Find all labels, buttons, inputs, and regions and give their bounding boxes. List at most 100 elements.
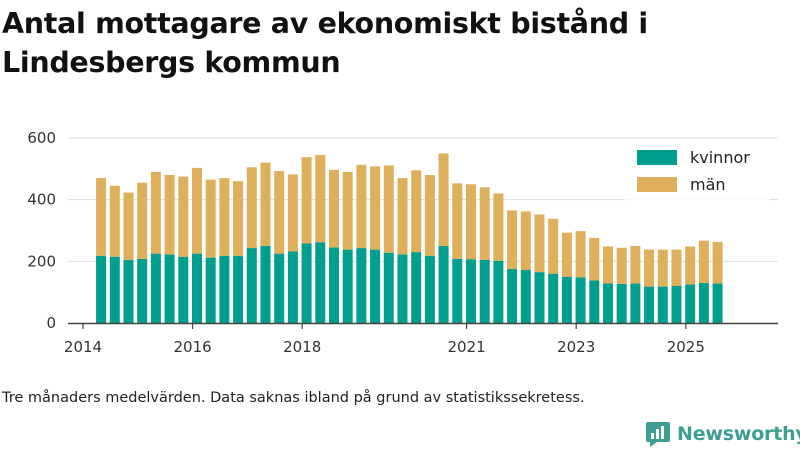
bar-kvinnor: [191, 253, 202, 323]
x-tick-label: 2016: [174, 338, 212, 356]
bar-man: [630, 245, 641, 284]
bar-man: [575, 231, 586, 278]
bar-kvinnor: [411, 252, 422, 323]
bar-man: [191, 167, 202, 254]
bar-man: [616, 247, 627, 284]
bar-kvinnor: [315, 242, 326, 323]
newsworthy-logo-icon: [646, 422, 670, 447]
brand-logo: Newsworthy: [645, 420, 800, 448]
x-tick-label: 2014: [64, 338, 102, 356]
bar-man: [164, 175, 175, 255]
bar-man: [452, 183, 463, 259]
bar-kvinnor: [219, 255, 230, 323]
bar-man: [150, 171, 161, 254]
bar-man: [383, 165, 394, 253]
legend-swatch: [637, 150, 677, 165]
bar-man: [96, 178, 107, 256]
bar-man: [602, 246, 613, 284]
bar-man: [315, 154, 326, 243]
chart-caption: Tre månaders medelvärden. Data saknas ib…: [2, 390, 585, 406]
bar-kvinnor: [356, 248, 367, 323]
bar-kvinnor: [164, 254, 175, 323]
bar-kvinnor: [548, 273, 559, 323]
x-tick-label: 2025: [667, 338, 705, 356]
bar-man: [493, 193, 504, 261]
bar-kvinnor: [260, 245, 271, 323]
bar-man: [137, 182, 148, 259]
bar-man: [370, 166, 381, 250]
bar-kvinnor: [452, 258, 463, 323]
bar-man: [507, 210, 518, 270]
bar-man: [123, 192, 134, 260]
bar-man: [219, 178, 230, 256]
bar-kvinnor: [630, 283, 641, 323]
bar-kvinnor: [644, 286, 655, 323]
brand-name: Newsworthy: [677, 423, 800, 445]
bar-kvinnor: [137, 258, 148, 323]
bar-kvinnor: [561, 276, 572, 323]
y-tick-label: 600: [27, 129, 56, 147]
bar-kvinnor: [342, 249, 353, 323]
bar-man: [644, 249, 655, 287]
bar-man: [698, 240, 709, 283]
bar-kvinnor: [438, 245, 449, 323]
legend-label: kvinnor: [690, 148, 750, 167]
x-tick-label: 2023: [557, 338, 595, 356]
bar-kvinnor: [96, 255, 107, 323]
bar-kvinnor: [507, 269, 518, 323]
bar-kvinnor: [589, 280, 600, 323]
chart-title: Antal mottagare av ekonomiskt bistånd i …: [2, 7, 648, 79]
bar-kvinnor: [616, 283, 627, 323]
axes: 0 200 400 600 2014 2016 2018 2021 2023 2025: [27, 129, 778, 356]
legend-swatch: [637, 177, 677, 192]
bar-man: [561, 232, 572, 277]
bar-kvinnor: [657, 286, 668, 323]
bar-kvinnor: [246, 248, 257, 323]
x-tick-label: 2021: [448, 338, 486, 356]
bar-kvinnor: [493, 260, 504, 323]
bar-man: [287, 174, 298, 252]
bar-kvinnor: [479, 259, 490, 323]
bar-man: [589, 237, 600, 281]
bar-kvinnor: [109, 256, 120, 323]
bar-man: [712, 241, 723, 284]
bar-kvinnor: [698, 282, 709, 323]
bar-man: [205, 179, 216, 258]
bar-kvinnor: [685, 284, 696, 323]
bar-man: [657, 249, 668, 287]
x-tick-label: 2018: [283, 338, 321, 356]
bar-man: [342, 171, 353, 250]
bar-man: [411, 170, 422, 253]
bar-kvinnor: [534, 272, 545, 323]
bar-man: [479, 187, 490, 260]
bar-kvinnor: [328, 247, 339, 323]
legend: kvinnor män: [625, 142, 770, 204]
y-tick-label: 400: [27, 191, 56, 209]
bar-kvinnor: [205, 257, 216, 323]
bar-man: [356, 164, 367, 249]
bar-man: [520, 211, 531, 270]
bar-kvinnor: [123, 259, 134, 323]
bar-kvinnor: [424, 255, 435, 323]
bar-kvinnor: [370, 249, 381, 323]
bar-man: [109, 185, 120, 257]
bar-man: [424, 175, 435, 256]
bar-kvinnor: [602, 283, 613, 323]
bar-man: [178, 176, 189, 257]
bar-kvinnor: [178, 256, 189, 323]
bar-man: [548, 218, 559, 274]
bar-man: [685, 246, 696, 285]
bar-kvinnor: [397, 254, 408, 323]
bar-kvinnor: [671, 286, 682, 323]
bar-kvinnor: [575, 277, 586, 323]
bar-man: [233, 181, 244, 256]
bar-kvinnor: [274, 253, 285, 323]
bar-man: [465, 184, 476, 260]
chart-area: 0 200 400 600 2014 2016 2018 2021 2023 2025 kvinn…: [27, 129, 778, 356]
y-tick-label: 0: [46, 314, 56, 332]
bar-man: [260, 162, 271, 246]
bar-man: [246, 167, 257, 249]
bar-kvinnor: [465, 259, 476, 323]
legend-label: män: [690, 175, 726, 194]
bar-kvinnor: [712, 283, 723, 323]
